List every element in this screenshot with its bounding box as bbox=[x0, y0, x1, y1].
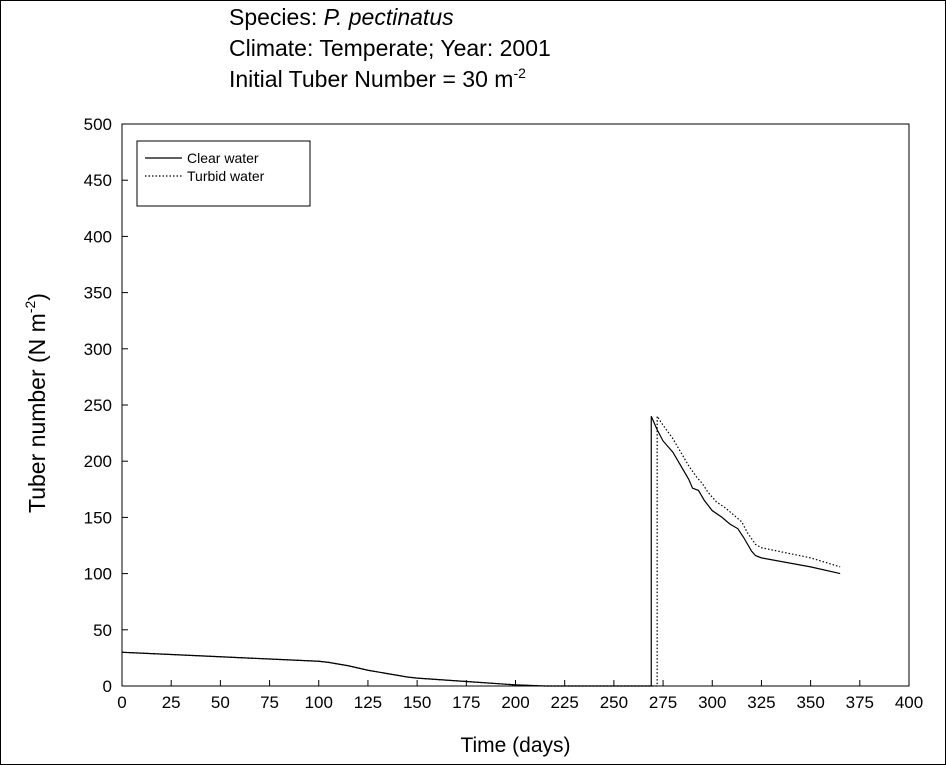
x-tick-label: 375 bbox=[846, 693, 874, 712]
x-tick-label: 100 bbox=[305, 693, 333, 712]
y-tick-label: 50 bbox=[93, 621, 112, 640]
y-tick-label: 0 bbox=[103, 677, 112, 696]
y-tick-label: 250 bbox=[84, 396, 112, 415]
x-tick-label: 325 bbox=[747, 693, 775, 712]
y-axis-label-close: ) bbox=[24, 293, 50, 301]
y-tick-label: 150 bbox=[84, 508, 112, 527]
x-tick-label: 150 bbox=[403, 693, 431, 712]
y-axis-label-exponent: -2 bbox=[22, 300, 38, 313]
y-tick-label: 350 bbox=[84, 284, 112, 303]
x-tick-label: 50 bbox=[211, 693, 230, 712]
x-tick-label: 175 bbox=[452, 693, 480, 712]
x-tick-label: 400 bbox=[895, 693, 923, 712]
y-tick-label: 100 bbox=[84, 565, 112, 584]
x-tick-label: 300 bbox=[698, 693, 726, 712]
y-tick-label: 500 bbox=[84, 115, 112, 134]
x-tick-label: 250 bbox=[600, 693, 628, 712]
x-tick-label: 75 bbox=[260, 693, 279, 712]
y-tick-label: 450 bbox=[84, 171, 112, 190]
species-name: P. pectinatus bbox=[323, 4, 454, 30]
legend-box bbox=[136, 140, 311, 207]
x-tick-label: 125 bbox=[354, 693, 382, 712]
y-tick-label: 400 bbox=[84, 227, 112, 246]
x-tick-label: 0 bbox=[117, 693, 126, 712]
x-tick-label: 350 bbox=[796, 693, 824, 712]
x-tick-label: 200 bbox=[501, 693, 529, 712]
title-initial-line: Initial Tuber Number = 30 m-2 bbox=[229, 64, 551, 95]
y-axis-label-main: Tuber number (N m bbox=[24, 313, 50, 513]
x-tick-label: 225 bbox=[551, 693, 579, 712]
y-tick-label: 200 bbox=[84, 452, 112, 471]
species-prefix: Species: bbox=[229, 4, 324, 30]
x-tick-label: 275 bbox=[649, 693, 677, 712]
x-tick-label: 25 bbox=[162, 693, 181, 712]
initial-prefix: Initial Tuber Number = 30 m bbox=[229, 66, 514, 92]
legend-entry-label: Turbid water bbox=[187, 168, 265, 184]
series-line-clear-water bbox=[121, 415, 841, 687]
y-axis-label: Tuber number (N m-2) bbox=[22, 293, 50, 513]
plot-area-border bbox=[121, 123, 910, 687]
x-axis-label: Time (days) bbox=[460, 734, 570, 757]
title-climate-line: Climate: Temperate; Year: 2001 bbox=[229, 35, 551, 61]
series-line-turbid-water bbox=[121, 414, 841, 687]
initial-exponent: -2 bbox=[513, 65, 526, 81]
chart-title: Species: P. pectinatus Climate: Temperat… bbox=[229, 2, 551, 95]
y-tick-label: 300 bbox=[84, 340, 112, 359]
legend-entry-label: Clear water bbox=[187, 150, 259, 166]
title-species-line: Species: P. pectinatus bbox=[229, 2, 551, 33]
